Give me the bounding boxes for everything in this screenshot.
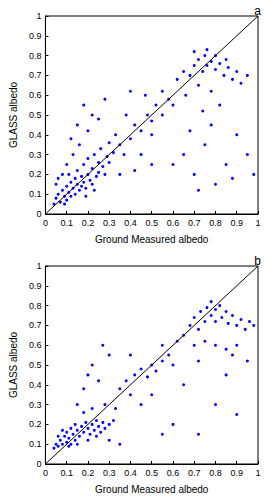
svg-text:0.6: 0.6 bbox=[167, 468, 180, 478]
svg-text:0.7: 0.7 bbox=[29, 70, 42, 80]
svg-text:0.5: 0.5 bbox=[145, 468, 158, 478]
svg-text:a: a bbox=[254, 4, 261, 18]
svg-text:0.7: 0.7 bbox=[188, 218, 201, 228]
svg-text:0.9: 0.9 bbox=[29, 281, 42, 291]
svg-text:0.7: 0.7 bbox=[29, 320, 42, 330]
svg-text:0.5: 0.5 bbox=[145, 218, 158, 228]
svg-text:0.8: 0.8 bbox=[29, 301, 42, 311]
svg-text:0.3: 0.3 bbox=[103, 468, 116, 478]
svg-text:1: 1 bbox=[36, 11, 41, 21]
svg-text:1: 1 bbox=[255, 218, 260, 228]
svg-text:1: 1 bbox=[36, 261, 41, 271]
svg-text:0.1: 0.1 bbox=[29, 189, 42, 199]
svg-text:0.6: 0.6 bbox=[29, 340, 42, 350]
svg-text:GLASS albedo: GLASS albedo bbox=[8, 81, 19, 148]
svg-text:0.6: 0.6 bbox=[167, 218, 180, 228]
svg-text:b: b bbox=[254, 254, 261, 268]
svg-text:0.9: 0.9 bbox=[29, 31, 42, 41]
svg-text:0.8: 0.8 bbox=[29, 51, 42, 61]
svg-text:0.5: 0.5 bbox=[29, 110, 42, 120]
svg-text:0: 0 bbox=[43, 468, 48, 478]
svg-text:0.3: 0.3 bbox=[29, 150, 42, 160]
svg-text:0.9: 0.9 bbox=[230, 218, 243, 228]
svg-text:0.1: 0.1 bbox=[29, 439, 42, 449]
svg-text:0.2: 0.2 bbox=[29, 169, 42, 179]
svg-text:0.3: 0.3 bbox=[29, 400, 42, 410]
svg-text:0: 0 bbox=[43, 218, 48, 228]
svg-text:0.1: 0.1 bbox=[60, 468, 73, 478]
svg-text:1: 1 bbox=[255, 468, 260, 478]
svg-text:0.8: 0.8 bbox=[209, 468, 222, 478]
svg-text:Ground Measured albedo: Ground Measured albedo bbox=[95, 234, 209, 245]
svg-text:0.3: 0.3 bbox=[103, 218, 116, 228]
svg-text:0.6: 0.6 bbox=[29, 90, 42, 100]
svg-text:0: 0 bbox=[36, 209, 41, 219]
svg-text:Ground Measured albedo: Ground Measured albedo bbox=[95, 484, 209, 495]
svg-text:0.4: 0.4 bbox=[124, 468, 137, 478]
svg-text:0.4: 0.4 bbox=[29, 380, 42, 390]
svg-text:0.9: 0.9 bbox=[230, 468, 243, 478]
svg-text:0.8: 0.8 bbox=[209, 218, 222, 228]
svg-text:0.2: 0.2 bbox=[29, 419, 42, 429]
svg-text:0: 0 bbox=[36, 459, 41, 469]
svg-text:0.5: 0.5 bbox=[29, 360, 42, 370]
svg-text:0.1: 0.1 bbox=[60, 218, 73, 228]
svg-text:0.4: 0.4 bbox=[124, 218, 137, 228]
svg-text:0.2: 0.2 bbox=[82, 468, 95, 478]
svg-text:0.4: 0.4 bbox=[29, 130, 42, 140]
svg-text:GLASS albedo: GLASS albedo bbox=[8, 331, 19, 398]
svg-text:0.7: 0.7 bbox=[188, 468, 201, 478]
svg-text:0.2: 0.2 bbox=[82, 218, 95, 228]
